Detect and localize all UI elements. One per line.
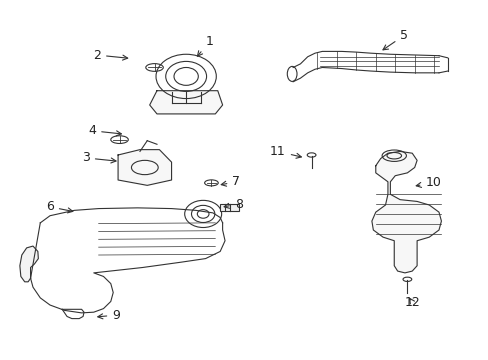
- Text: 5: 5: [382, 29, 407, 50]
- Text: 1: 1: [197, 35, 213, 56]
- Text: 8: 8: [224, 198, 242, 211]
- Polygon shape: [20, 246, 38, 282]
- Text: 7: 7: [221, 175, 240, 188]
- Text: 11: 11: [269, 145, 301, 158]
- Text: 9: 9: [98, 309, 120, 321]
- Text: 6: 6: [46, 201, 73, 213]
- Polygon shape: [118, 150, 171, 185]
- Polygon shape: [149, 91, 222, 114]
- Text: 4: 4: [88, 124, 121, 137]
- Text: 2: 2: [93, 49, 127, 62]
- FancyBboxPatch shape: [220, 204, 238, 211]
- Text: 12: 12: [404, 296, 419, 309]
- Text: 10: 10: [415, 176, 440, 189]
- Text: 3: 3: [82, 152, 116, 165]
- Polygon shape: [371, 152, 441, 273]
